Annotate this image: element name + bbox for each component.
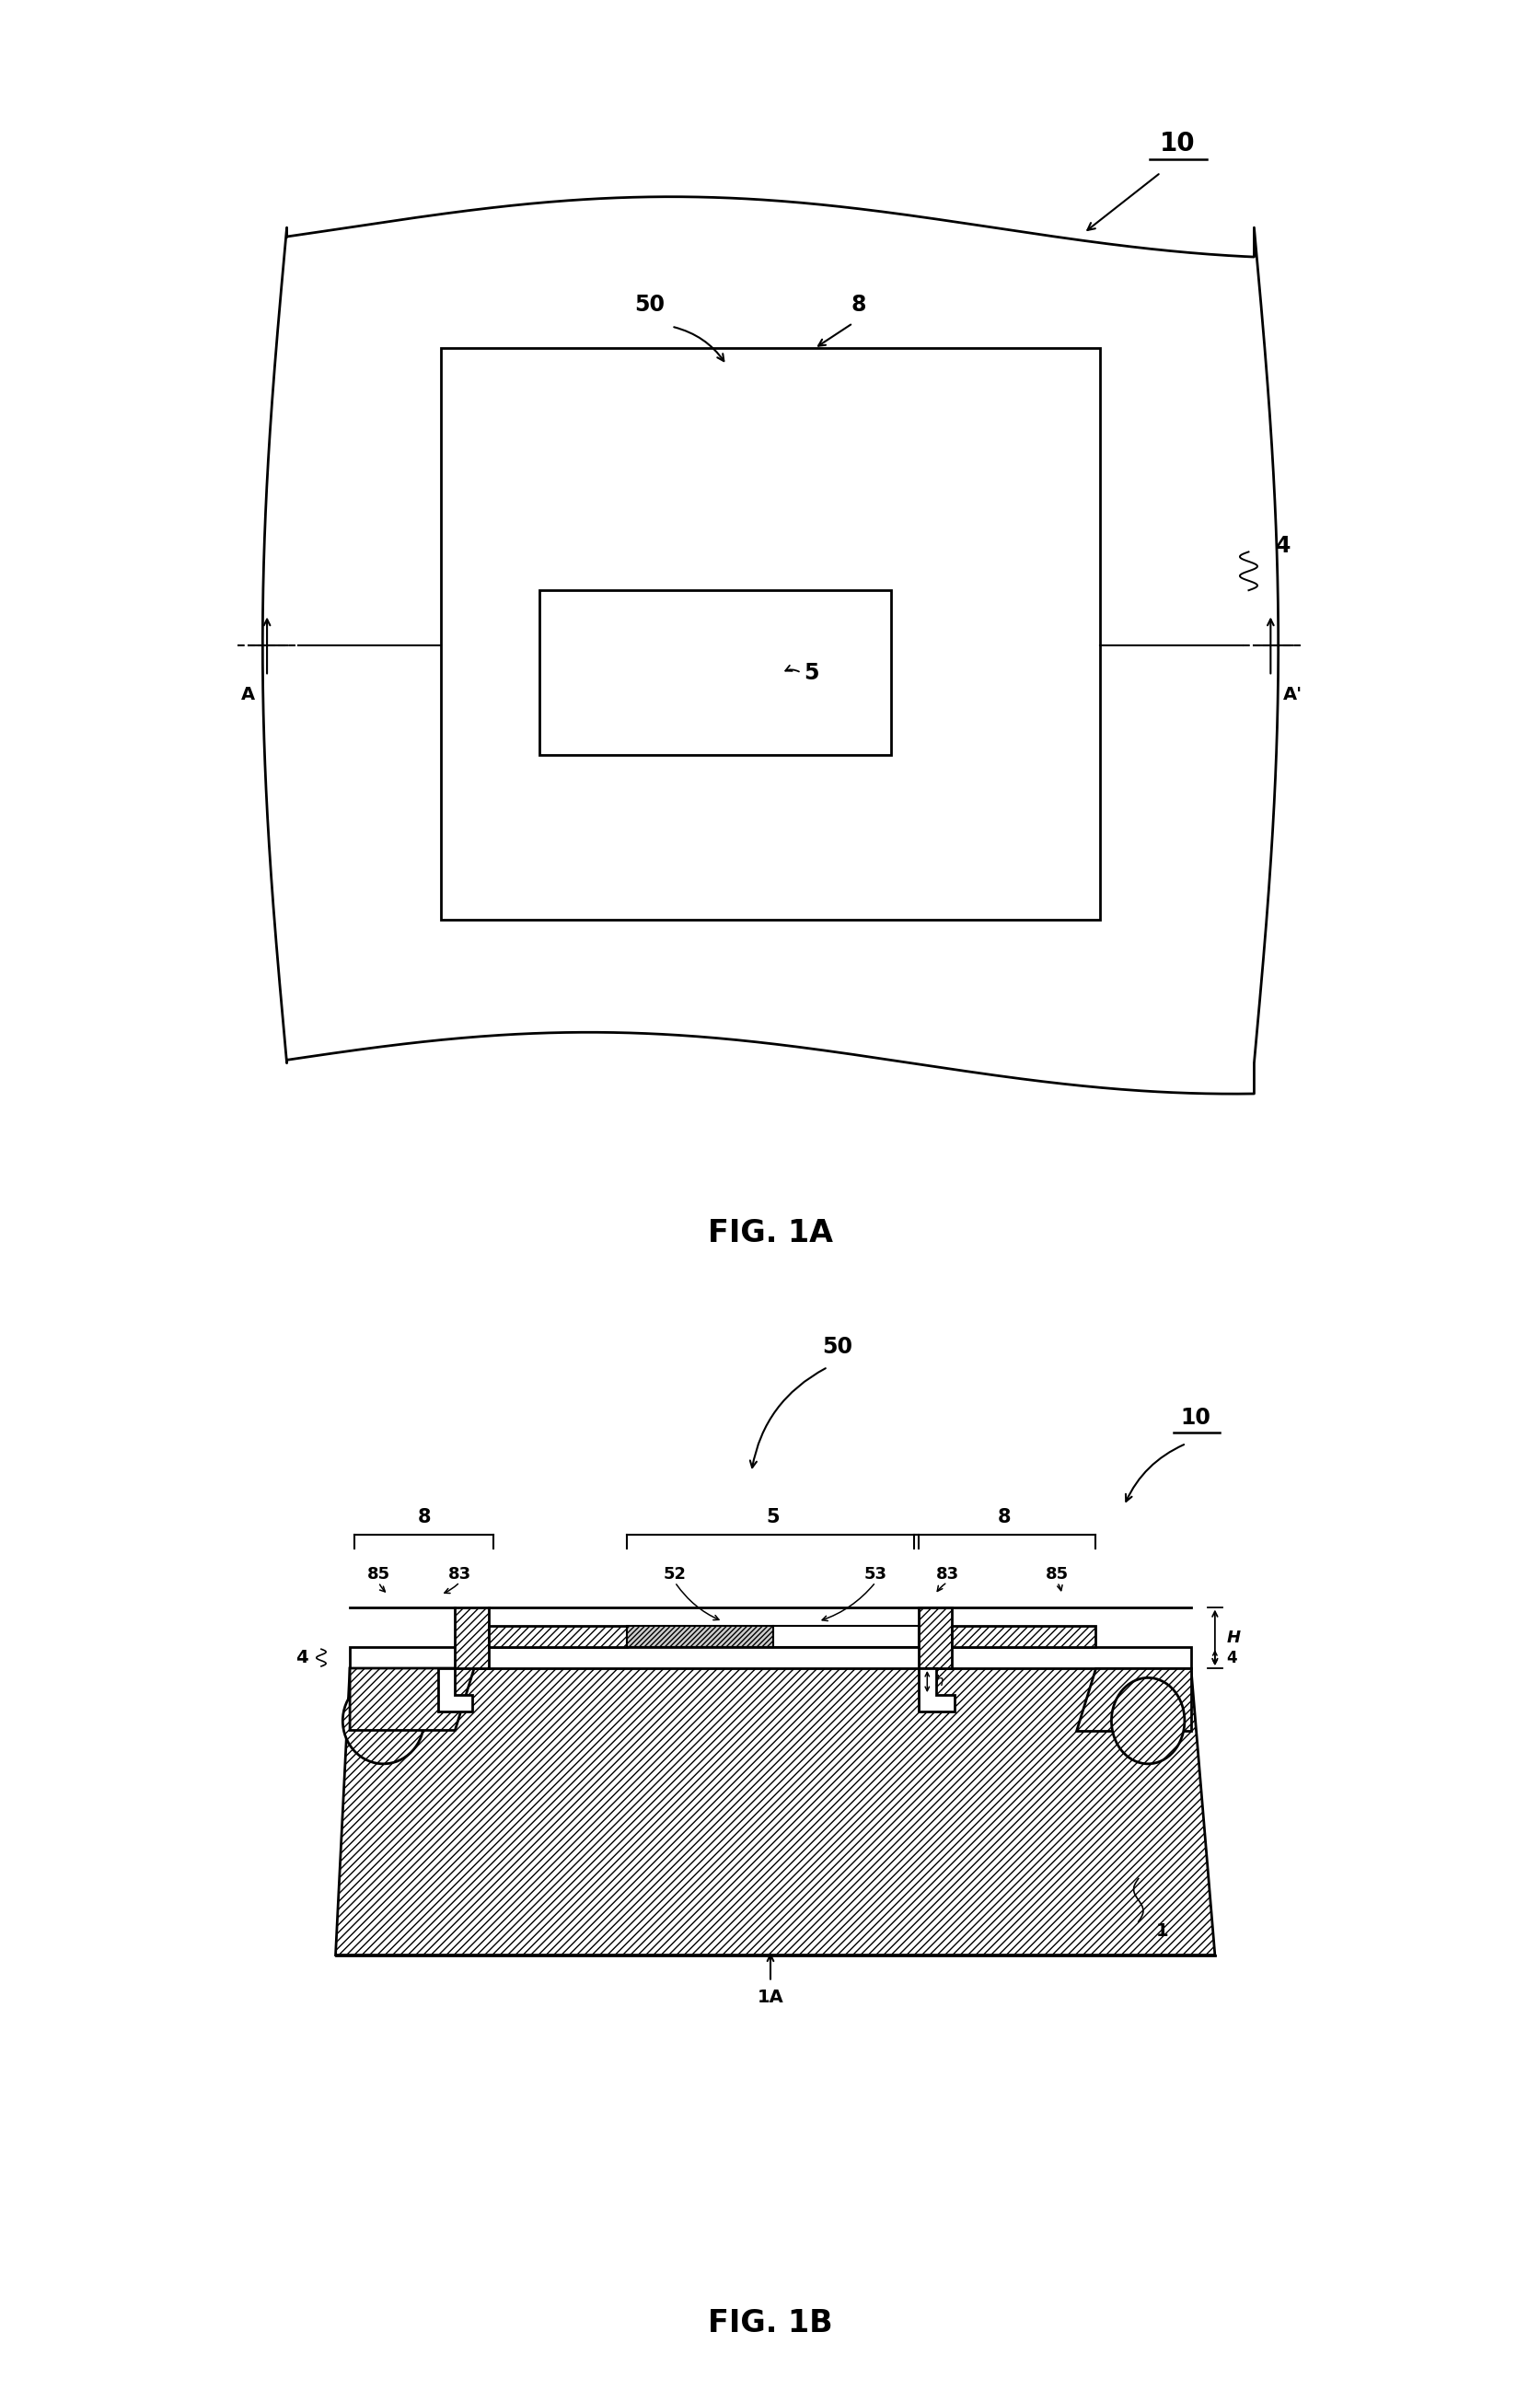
Text: 1A: 1A: [756, 1988, 784, 2005]
Bar: [627, 1625, 773, 1647]
Text: 83: 83: [935, 1565, 958, 1582]
Text: 5: 5: [802, 662, 818, 684]
Bar: [350, 1647, 1190, 1668]
Bar: [488, 1625, 627, 1647]
Text: 8: 8: [417, 1508, 430, 1527]
Text: 85: 85: [367, 1565, 390, 1582]
Polygon shape: [1075, 1668, 1190, 1730]
Bar: [440, 349, 1100, 920]
Text: H: H: [1226, 1630, 1240, 1647]
Text: 83: 83: [448, 1565, 471, 1582]
Text: A: A: [242, 686, 256, 703]
Text: 50: 50: [634, 294, 664, 315]
Polygon shape: [336, 1668, 1214, 1955]
Text: 1: 1: [1155, 1922, 1167, 1941]
Polygon shape: [918, 1606, 952, 1668]
Text: 8: 8: [998, 1508, 1010, 1527]
Bar: [773, 1625, 918, 1647]
Text: 4: 4: [296, 1649, 308, 1666]
Text: FIG. 1A: FIG. 1A: [707, 1219, 833, 1248]
Text: 4: 4: [1275, 535, 1291, 557]
Text: A': A': [1283, 686, 1301, 703]
Text: 5: 5: [765, 1508, 779, 1527]
Text: FIG. 1B: FIG. 1B: [707, 2309, 833, 2337]
Text: 53: 53: [864, 1565, 887, 1582]
Text: 10: 10: [1180, 1408, 1210, 1429]
Text: h: h: [935, 1675, 942, 1687]
Text: 85: 85: [1046, 1565, 1069, 1582]
Bar: [952, 1625, 1095, 1647]
Polygon shape: [454, 1606, 488, 1668]
Text: 4: 4: [1226, 1649, 1237, 1666]
Ellipse shape: [342, 1678, 424, 1764]
Polygon shape: [437, 1668, 471, 1711]
Text: 10: 10: [1158, 131, 1194, 155]
Bar: [539, 590, 890, 755]
Polygon shape: [918, 1668, 955, 1711]
Text: 8: 8: [850, 294, 865, 315]
Text: 50: 50: [822, 1336, 852, 1358]
Text: 52: 52: [664, 1565, 685, 1582]
Ellipse shape: [1110, 1678, 1184, 1764]
Polygon shape: [350, 1668, 474, 1730]
